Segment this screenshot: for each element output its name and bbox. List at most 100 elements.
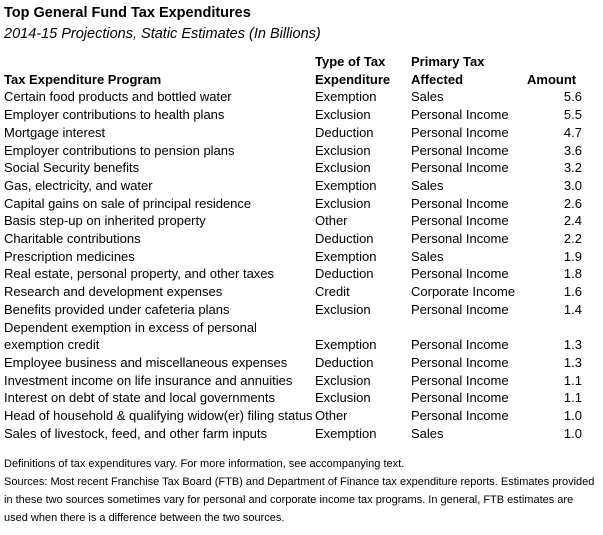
cell-type: Deduction [315, 124, 374, 140]
cell-program: Real estate, personal property, and othe… [4, 266, 275, 282]
cell-program: Employer contributions to health plans [4, 107, 225, 123]
cell-primary: Personal Income [411, 372, 509, 388]
cell-program: Prescription medicines [4, 248, 135, 264]
cell-program: Social Security benefits [4, 160, 140, 176]
cell-program: Employer contributions to pension plans [4, 142, 235, 158]
cell-amount: 3.2 [563, 160, 582, 176]
cell-type: Exclusion [315, 107, 371, 123]
cell-primary: Personal Income [411, 107, 509, 123]
cell-primary: Personal Income [411, 390, 509, 406]
cell-type: Exemption [315, 248, 377, 264]
cell-program: Sales of livestock, feed, and other farm… [4, 425, 268, 441]
table-row: Real estate, personal property, and othe… [4, 265, 582, 283]
cell-primary: Personal Income [411, 213, 509, 229]
cell-primary: Personal Income [411, 142, 509, 158]
cell-program: Mortgage interest [4, 124, 106, 140]
cell-primary: Personal Income [411, 231, 509, 247]
cell-amount: 1.8 [563, 266, 582, 282]
cell-amount: 1.4 [563, 301, 582, 317]
cell-primary: Personal Income [411, 160, 509, 176]
cell-program: Employee business and miscellaneous expe… [4, 354, 288, 370]
figure-title: Top General Fund Tax Expenditures [4, 5, 251, 21]
cell-type: Exclusion [315, 372, 371, 388]
footnotes: Definitions of tax expenditures vary. Fo… [4, 455, 599, 527]
cell-primary: Personal Income [411, 266, 509, 282]
cell-program: Dependent exemption in excess of persona… [4, 319, 257, 353]
cell-amount: 1.0 [563, 408, 582, 424]
cell-amount: 1.3 [563, 337, 582, 353]
cell-primary: Sales [411, 248, 444, 264]
table-row: Employer contributions to pension plans … [4, 142, 582, 160]
col-header-program: Tax Expenditure Program [4, 71, 162, 87]
cell-type: Exclusion [315, 301, 371, 317]
cell-primary: Corporate Income [411, 284, 516, 300]
cell-type: Deduction [315, 266, 374, 282]
table-row: Head of household & qualifying widow(er)… [4, 407, 582, 425]
cell-program: Investment income on life insurance and … [4, 372, 293, 388]
table-row: Prescription medicines Exemption Sales 1… [4, 248, 582, 266]
cell-type: Deduction [315, 354, 374, 370]
cell-type: Exclusion [315, 390, 371, 406]
table-row: Social Security benefits Exclusion Perso… [4, 159, 582, 177]
cell-amount: 5.5 [563, 107, 582, 123]
cell-type: Exemption [315, 425, 377, 441]
cell-primary: Personal Income [411, 408, 509, 424]
cell-type: Exemption [315, 337, 377, 353]
table-header: Tax Expenditure Program Type of Tax Expe… [4, 53, 582, 88]
col-header-primary: Primary Tax Affected [411, 54, 485, 87]
cell-program: Head of household & qualifying widow(er)… [4, 408, 313, 424]
cell-type: Exclusion [315, 195, 371, 211]
cell-amount: 3.6 [563, 142, 582, 158]
cell-type: Exemption [315, 177, 377, 193]
cell-amount: 1.0 [563, 425, 582, 441]
cell-type: Credit [315, 284, 350, 300]
table-row: Employer contributions to health plans E… [4, 106, 582, 124]
table-row: Basis step-up on inherited property Othe… [4, 212, 582, 230]
table-row: Certain food products and bottled water … [4, 88, 582, 106]
cell-program: Research and development expenses [4, 284, 223, 300]
cell-primary: Sales [411, 89, 444, 105]
cell-type: Exclusion [315, 142, 371, 158]
cell-amount: 1.9 [563, 248, 582, 264]
table-row: Research and development expenses Credit… [4, 283, 582, 301]
table-row: Dependent exemption in excess of persona… [4, 319, 582, 354]
table-body: Certain food products and bottled water … [4, 88, 582, 442]
footnote-sources: Sources: Most recent Franchise Tax Board… [4, 476, 595, 525]
cell-primary: Personal Income [411, 337, 509, 353]
table-row: Mortgage interest Deduction Personal Inc… [4, 124, 582, 142]
cell-primary: Personal Income [411, 124, 509, 140]
cell-primary: Personal Income [411, 301, 509, 317]
cell-program: Capital gains on sale of principal resid… [4, 195, 252, 211]
cell-primary: Personal Income [411, 354, 509, 370]
cell-type: Exclusion [315, 160, 371, 176]
cell-primary: Sales [411, 425, 444, 441]
cell-amount: 3.0 [563, 177, 582, 193]
header-row: Tax Expenditure Program Type of Tax Expe… [4, 53, 582, 88]
cell-program: Basis step-up on inherited property [4, 213, 206, 229]
cell-program: Benefits provided under cafeteria plans [4, 301, 230, 317]
footnote-definitions: Definitions of tax expenditures vary. Fo… [4, 458, 405, 471]
table-row: Employee business and miscellaneous expe… [4, 354, 582, 372]
cell-program: Charitable contributions [4, 231, 141, 247]
figure-subtitle: 2014-15 Projections, Static Estimates (I… [4, 26, 321, 42]
cell-amount: 2.2 [563, 231, 582, 247]
cell-amount: 2.6 [563, 195, 582, 211]
cell-amount: 1.1 [563, 390, 582, 406]
table-row: Capital gains on sale of principal resid… [4, 195, 582, 213]
cell-amount: 1.1 [563, 372, 582, 388]
cell-type: Exemption [315, 89, 377, 105]
cell-amount: 4.7 [563, 124, 582, 140]
tax-expenditure-table: Tax Expenditure Program Type of Tax Expe… [4, 53, 582, 442]
cell-primary: Sales [411, 177, 444, 193]
table-row: Sales of livestock, feed, and other farm… [4, 425, 582, 443]
table-row: Charitable contributions Deduction Perso… [4, 230, 582, 248]
table-row: Investment income on life insurance and … [4, 372, 582, 390]
cell-amount: 1.3 [563, 354, 582, 370]
table-row: Benefits provided under cafeteria plans … [4, 301, 582, 319]
table-row: Gas, electricity, and water Exemption Sa… [4, 177, 582, 195]
cell-program: Certain food products and bottled water [4, 89, 232, 105]
col-header-amount: Amount [527, 71, 577, 87]
cell-program: Interest on debt of state and local gove… [4, 390, 276, 406]
cell-type: Deduction [315, 231, 374, 247]
cell-primary: Personal Income [411, 195, 509, 211]
